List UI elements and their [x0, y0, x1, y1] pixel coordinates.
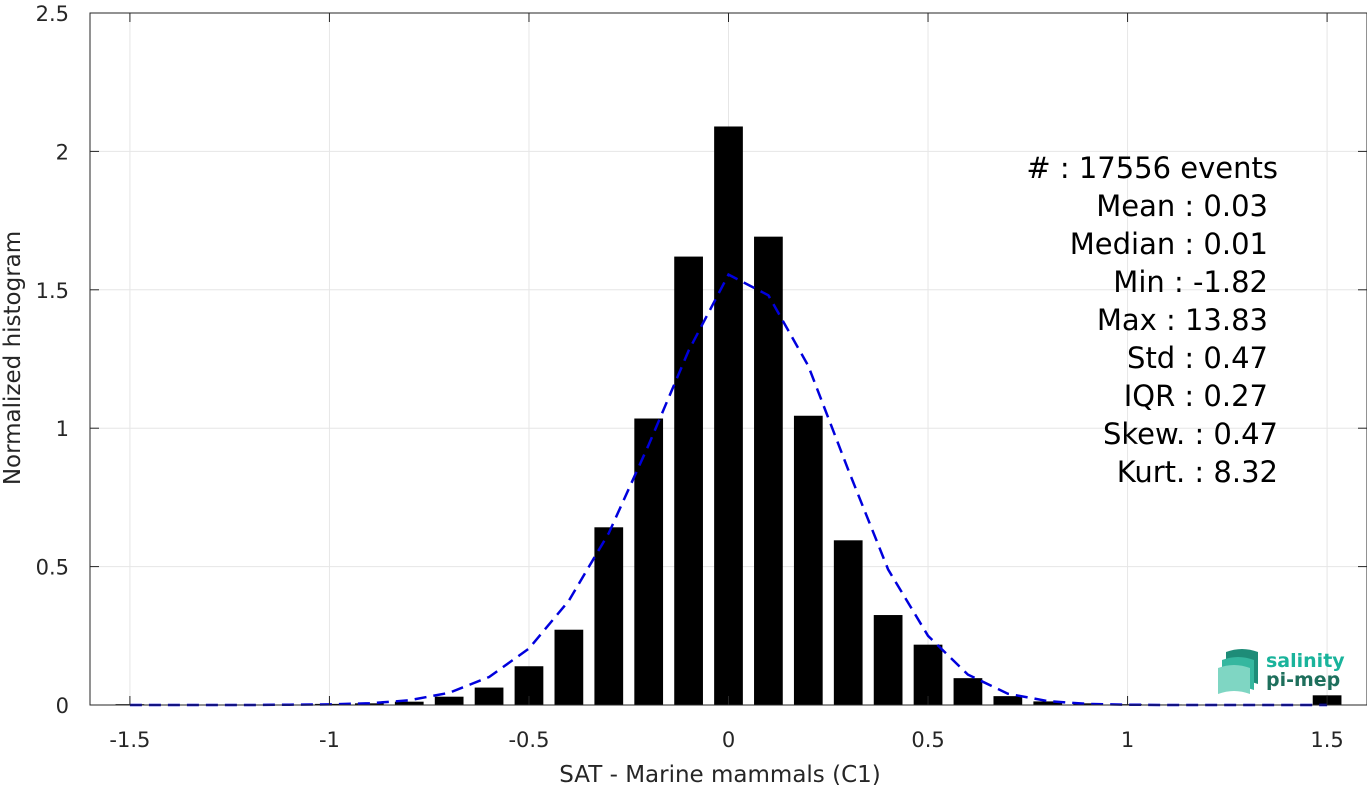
histogram-bar	[634, 418, 664, 705]
salinity-pimep-logo: salinity pi-mep	[1218, 649, 1345, 694]
histogram-bar	[953, 678, 983, 705]
x-tick-label: 0	[722, 728, 735, 752]
x-tick-label: 1.5	[1310, 728, 1343, 752]
stat-skew: Skew. : 0.47	[1103, 417, 1278, 451]
stat-max: Max : 13.83	[1097, 303, 1268, 337]
y-tick-label: 2	[56, 140, 69, 164]
stat-median: Median : 0.01	[1070, 227, 1268, 261]
histogram-bar	[594, 527, 624, 705]
y-tick-label: 0.5	[36, 556, 69, 580]
histogram-bar	[873, 615, 903, 705]
y-tick-label: 1	[56, 417, 69, 441]
x-tick-labels: -1.5 -1 -0.5 0 0.5 1 1.5	[109, 728, 1343, 752]
histogram-bar	[554, 629, 584, 705]
y-axis-label: Normalized histogram	[0, 231, 26, 485]
logo-text-pimep: pi-mep	[1266, 669, 1340, 691]
histogram-bar	[474, 687, 504, 705]
histogram-bar	[913, 644, 943, 705]
axis-ticks	[90, 12, 1367, 706]
histogram-bar	[833, 540, 863, 705]
stat-min: Min : -1.82	[1113, 265, 1268, 299]
y-tick-label: 0	[56, 694, 69, 718]
x-axis-label: SAT - Marine mammals (C1)	[559, 762, 881, 785]
logo-text-salinity: salinity	[1266, 650, 1345, 672]
histogram-bar	[1033, 701, 1063, 705]
wave-logo-icon	[1218, 649, 1258, 694]
stat-kurt: Kurt. : 8.32	[1117, 455, 1278, 489]
stat-count: # : 17556 events	[1026, 151, 1278, 185]
histogram-bar	[1073, 703, 1103, 705]
histogram-bar	[754, 236, 783, 705]
x-tick-label: -0.5	[508, 728, 549, 752]
x-tick-label: 1	[1121, 728, 1134, 752]
histogram-bar	[993, 696, 1023, 705]
stat-std: Std : 0.47	[1127, 341, 1268, 375]
histogram-bar	[394, 701, 424, 705]
stat-mean: Mean : 0.03	[1096, 189, 1268, 223]
y-tick-label: 2.5	[36, 2, 69, 26]
histogram-bar	[434, 696, 464, 705]
histogram-bar	[674, 256, 703, 705]
x-tick-label: -1	[319, 728, 340, 752]
y-tick-label: 1.5	[36, 279, 69, 303]
y-tick-labels: 0 0.5 1 1.5 2 2.5	[36, 2, 69, 718]
x-tick-label: 0.5	[911, 728, 944, 752]
histogram-bar	[793, 415, 823, 705]
x-tick-label: -1.5	[109, 728, 150, 752]
stat-iqr: IQR : 0.27	[1124, 379, 1268, 413]
statistics-box: # : 17556 events Mean : 0.03 Median : 0.…	[1026, 151, 1278, 489]
histogram-bar	[714, 126, 743, 706]
